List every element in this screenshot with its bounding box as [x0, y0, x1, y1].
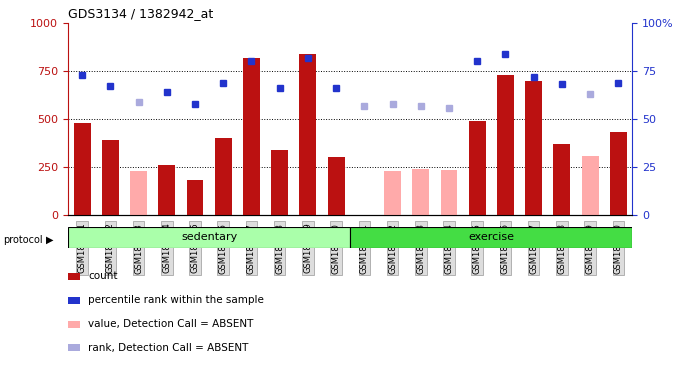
Bar	[384, 171, 401, 215]
Bar	[243, 58, 260, 215]
Bar	[102, 140, 119, 215]
Text: count: count	[88, 271, 118, 281]
Text: exercise: exercise	[469, 232, 514, 242]
Bar	[73, 123, 90, 215]
Text: sedentary: sedentary	[181, 232, 237, 242]
Bar	[469, 121, 486, 215]
Bar	[525, 81, 542, 215]
Bar	[158, 165, 175, 215]
Text: ▶: ▶	[46, 235, 54, 245]
Bar	[497, 75, 514, 215]
Bar	[328, 157, 345, 215]
Text: value, Detection Call = ABSENT: value, Detection Call = ABSENT	[88, 319, 254, 329]
Text: percentile rank within the sample: percentile rank within the sample	[88, 295, 265, 305]
Text: protocol: protocol	[3, 235, 43, 245]
Bar	[186, 180, 203, 215]
Bar	[130, 171, 147, 215]
Bar	[610, 132, 627, 215]
Bar	[215, 138, 232, 215]
Bar	[350, 227, 632, 248]
Bar	[271, 150, 288, 215]
Text: GDS3134 / 1382942_at: GDS3134 / 1382942_at	[68, 7, 214, 20]
Bar	[581, 156, 598, 215]
Bar	[554, 144, 571, 215]
Bar	[68, 227, 350, 248]
Bar	[412, 169, 429, 215]
Bar	[299, 54, 316, 215]
Bar	[441, 170, 458, 215]
Text: rank, Detection Call = ABSENT: rank, Detection Call = ABSENT	[88, 343, 249, 353]
